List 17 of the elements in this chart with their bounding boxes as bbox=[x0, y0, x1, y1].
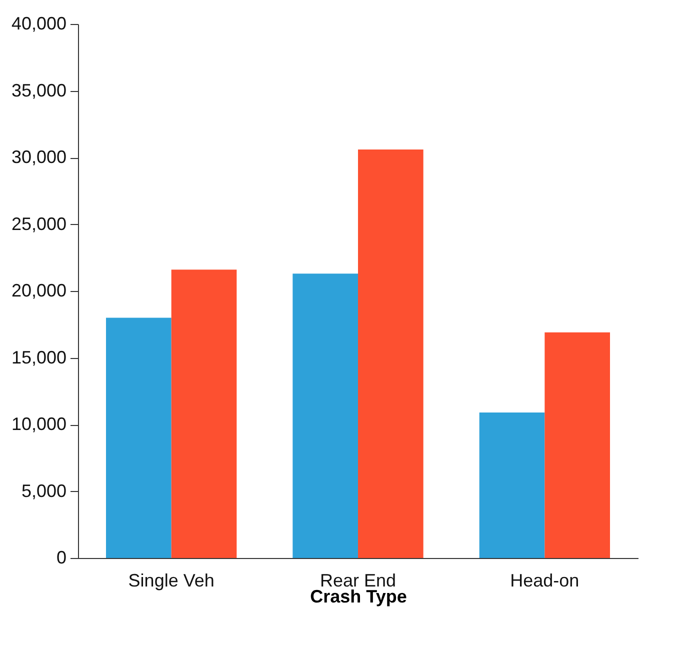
bar bbox=[292, 274, 358, 558]
y-tick-label: 35,000 bbox=[11, 80, 66, 100]
y-tick-label: 0 bbox=[56, 548, 66, 568]
bar bbox=[479, 412, 545, 558]
y-tick-label: 15,000 bbox=[11, 347, 66, 368]
y-tick-label: 40,000 bbox=[11, 14, 66, 34]
x-tick-label: Head-on bbox=[510, 570, 580, 590]
bar bbox=[171, 270, 237, 558]
y-tick-label: 10,000 bbox=[11, 414, 66, 434]
bar bbox=[544, 332, 610, 558]
bar bbox=[358, 149, 424, 558]
y-tick-label: 20,000 bbox=[11, 280, 66, 300]
y-tick-label: 25,000 bbox=[11, 214, 66, 234]
y-tick-label: 5,000 bbox=[21, 480, 66, 501]
bar bbox=[106, 318, 172, 558]
y-tick-label: 30,000 bbox=[11, 147, 66, 167]
x-tick-label: Single Veh bbox=[128, 570, 214, 590]
